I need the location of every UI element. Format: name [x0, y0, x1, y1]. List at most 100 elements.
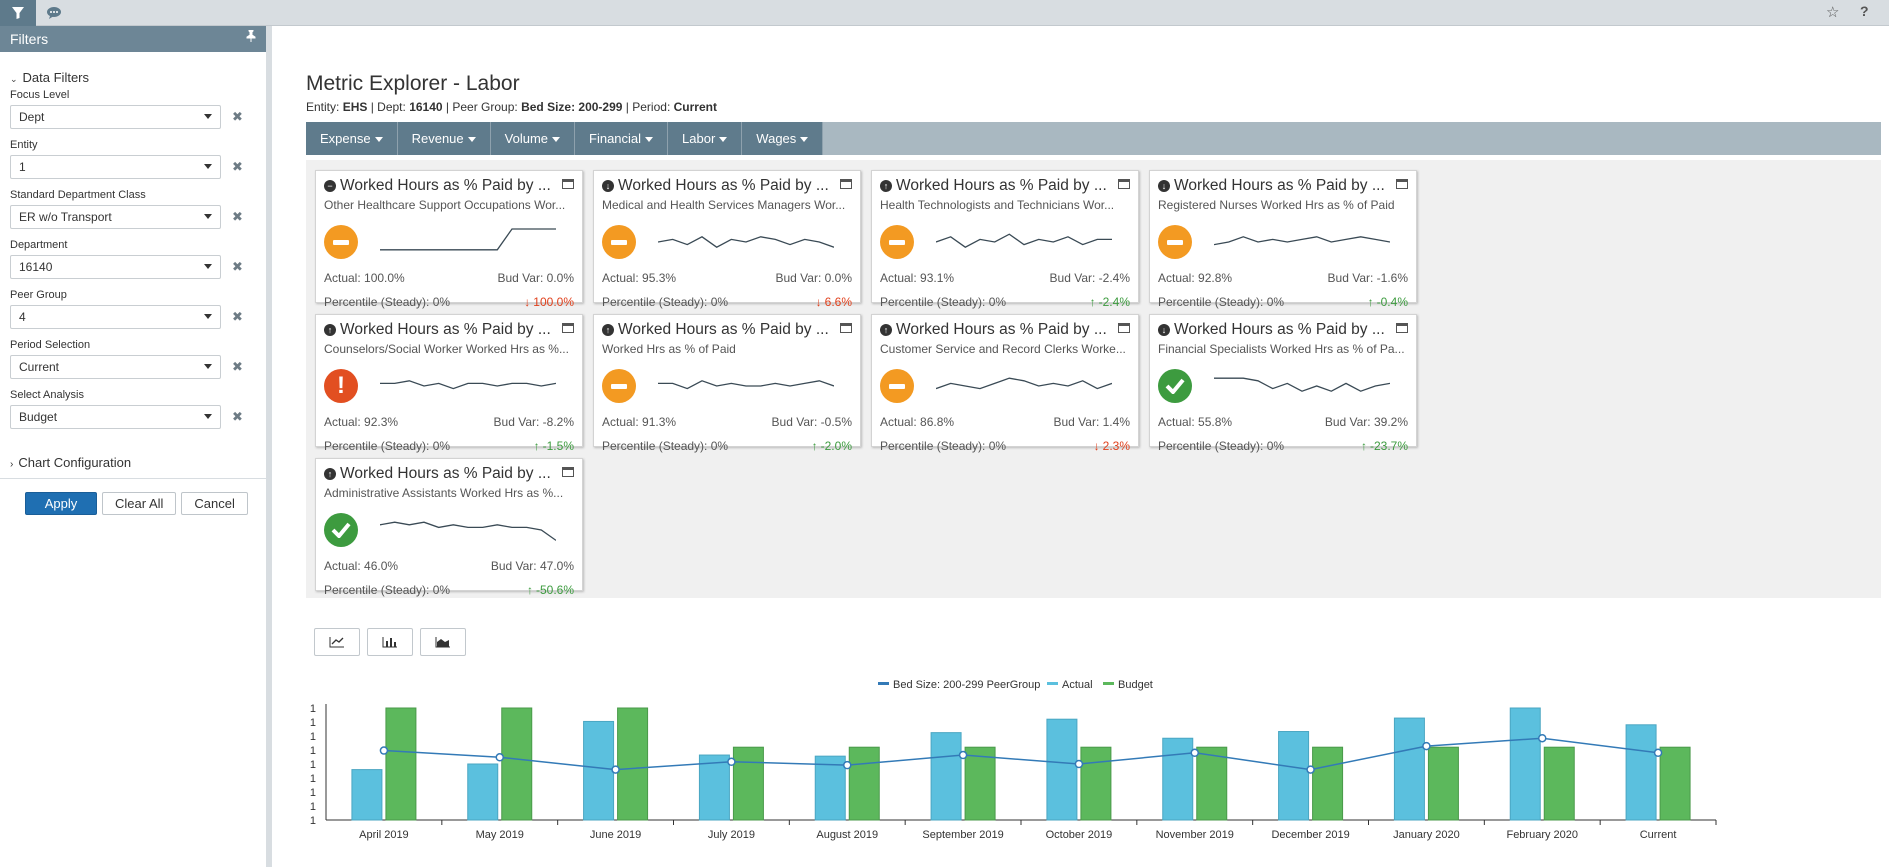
actual-bar: [467, 763, 499, 821]
tile-title: − Worked Hours as % Paid by ...: [324, 177, 574, 195]
sparkline: [1214, 236, 1390, 246]
nav-volume[interactable]: Volume: [490, 122, 576, 155]
data-filters-label: Data Filters: [22, 70, 90, 85]
actual-bar: [698, 754, 730, 821]
clear-filter-icon[interactable]: ✖: [232, 209, 243, 224]
y-tick-label: 1: [310, 773, 316, 785]
pin-icon[interactable]: [246, 29, 256, 45]
percentile-value: Percentile (Steady): 0%: [1158, 439, 1285, 453]
filter-select[interactable]: 1: [10, 155, 221, 179]
metric-tile[interactable]: ↑ Worked Hours as % Paid by ... Customer …: [871, 314, 1139, 453]
tile-menu-icon[interactable]: [840, 323, 852, 333]
metric-tile[interactable]: ↓ Worked Hours as % Paid by ... Registere…: [1149, 170, 1417, 309]
comment-icon[interactable]: [36, 0, 72, 26]
chart-configuration-toggle[interactable]: › Chart Configuration: [10, 455, 266, 470]
filter-value: Dept: [19, 110, 45, 124]
arrow-down-icon: ↓: [524, 295, 531, 309]
caret-down-icon: [552, 137, 561, 143]
tile-menu-icon[interactable]: [1396, 323, 1408, 333]
tile-title-text: Worked Hours as % Paid by ...: [340, 321, 551, 338]
filter-select[interactable]: Budget: [10, 405, 221, 429]
filter-select[interactable]: 16140: [10, 255, 221, 279]
metric-tile[interactable]: ↑ Worked Hours as % Paid by ... Administr…: [315, 458, 583, 597]
tile-values-row: Actual: 86.8% Bud Var: 1.4%: [880, 415, 1130, 429]
budget-variance: Bud Var: 39.2%: [1324, 415, 1408, 429]
metric-tile[interactable]: ↑ Worked Hours as % Paid by ... Worked Hr…: [593, 314, 861, 453]
clear-filter-icon[interactable]: ✖: [232, 259, 243, 274]
tile-menu-icon[interactable]: [562, 323, 574, 333]
change-value: 100.0%: [533, 295, 574, 309]
help-icon[interactable]: ?: [1860, 3, 1869, 19]
separator: |: [622, 100, 633, 114]
clear-filter-icon[interactable]: ✖: [232, 409, 243, 424]
page-title: Metric Explorer - Labor: [306, 72, 520, 95]
clear-filter-icon[interactable]: ✖: [232, 359, 243, 374]
nav-labor[interactable]: Labor: [668, 122, 743, 155]
metric-tile[interactable]: ↑ Worked Hours as % Paid by ... Counselor…: [315, 314, 583, 453]
change-indicator: ↑ -23.7%: [1361, 439, 1408, 453]
tile-menu-icon[interactable]: [562, 467, 574, 477]
y-tick-label: 1: [310, 801, 316, 813]
nav-revenue[interactable]: Revenue: [397, 122, 491, 155]
apply-button[interactable]: Apply: [25, 492, 97, 515]
filter-select[interactable]: Current: [10, 355, 221, 379]
warning-status-icon: [880, 369, 914, 403]
filter-label: Select Analysis: [10, 389, 84, 401]
nav-wages[interactable]: Wages: [742, 122, 824, 155]
line-chart-icon[interactable]: [314, 628, 360, 656]
clear-filter-icon[interactable]: ✖: [232, 159, 243, 174]
sparkline: [658, 380, 834, 390]
tile-title-text: Worked Hours as % Paid by ...: [1174, 177, 1385, 194]
star-icon[interactable]: ☆: [1826, 4, 1840, 21]
clear-filter-icon[interactable]: ✖: [232, 309, 243, 324]
filter-select[interactable]: ER w/o Transport: [10, 205, 221, 229]
budget-variance: Bud Var: 47.0%: [490, 559, 574, 573]
change-indicator: ↑ -0.4%: [1368, 295, 1408, 309]
budget-variance: Bud Var: 0.0%: [775, 271, 853, 285]
change-value: -0.4%: [1376, 295, 1408, 309]
filter-icon[interactable]: [0, 0, 36, 26]
metric-tile[interactable]: ↓ Worked Hours as % Paid by ... Financial…: [1149, 314, 1417, 453]
metric-tile[interactable]: ↑ Worked Hours as % Paid by ... Health Te…: [871, 170, 1139, 309]
arrow-down-icon: ↓: [1093, 439, 1100, 453]
data-filters-toggle[interactable]: ⌄ Data Filters: [10, 70, 266, 85]
tile-menu-icon[interactable]: [1118, 179, 1130, 189]
budget-bar: [1312, 746, 1344, 821]
tile-menu-icon[interactable]: [1118, 323, 1130, 333]
caret-down-icon: [204, 364, 212, 369]
sparkline: [936, 233, 1112, 248]
tile-title: ↑ Worked Hours as % Paid by ...: [324, 321, 574, 339]
arrow-up-circle-icon: ↑: [324, 324, 336, 336]
change-indicator: ↑ -50.6%: [527, 583, 574, 597]
actual-bar: [1625, 724, 1657, 821]
clear-all-button[interactable]: Clear All: [102, 492, 177, 515]
nav-financial[interactable]: Financial: [575, 122, 669, 155]
tile-values-row: Actual: 95.3% Bud Var: 0.0%: [602, 271, 852, 285]
caret-down-icon: [374, 137, 383, 143]
tile-title-text: Worked Hours as % Paid by ...: [896, 177, 1107, 194]
nav-expense[interactable]: Expense: [306, 122, 398, 155]
nav-label: Financial: [589, 131, 642, 146]
tile-title: ↓ Worked Hours as % Paid by ...: [1158, 177, 1408, 195]
x-tick-label: February 2020: [1506, 829, 1578, 841]
filter-value: Current: [19, 360, 60, 374]
chevron-down-icon: ⌄: [10, 74, 18, 84]
caret-down-icon: [800, 137, 809, 143]
metric-tile[interactable]: ↓ Worked Hours as % Paid by ... Medical a…: [593, 170, 861, 309]
filter-select[interactable]: 4: [10, 305, 221, 329]
area-chart-icon[interactable]: [420, 628, 466, 656]
cancel-button[interactable]: Cancel: [181, 492, 248, 515]
tile-menu-icon[interactable]: [562, 179, 574, 189]
clear-filter-icon[interactable]: ✖: [232, 109, 243, 124]
peer-group-line: [383, 737, 1659, 771]
tile-menu-icon[interactable]: [1396, 179, 1408, 189]
sparkline: [380, 521, 556, 541]
tile-percentile-row: Percentile (Steady): 0% ↑ -2.0%: [602, 439, 852, 453]
peer-group-point: [1306, 765, 1315, 774]
bar-chart-icon[interactable]: [367, 628, 413, 656]
tile-subtitle: Customer Service and Record Clerks Worke…: [880, 342, 1126, 356]
tile-menu-icon[interactable]: [840, 179, 852, 189]
tile-percentile-row: Percentile (Steady): 0% ↓ 100.0%: [324, 295, 574, 309]
metric-tile[interactable]: − Worked Hours as % Paid by ... Other Hea…: [315, 170, 583, 309]
filter-select[interactable]: Dept: [10, 105, 221, 129]
